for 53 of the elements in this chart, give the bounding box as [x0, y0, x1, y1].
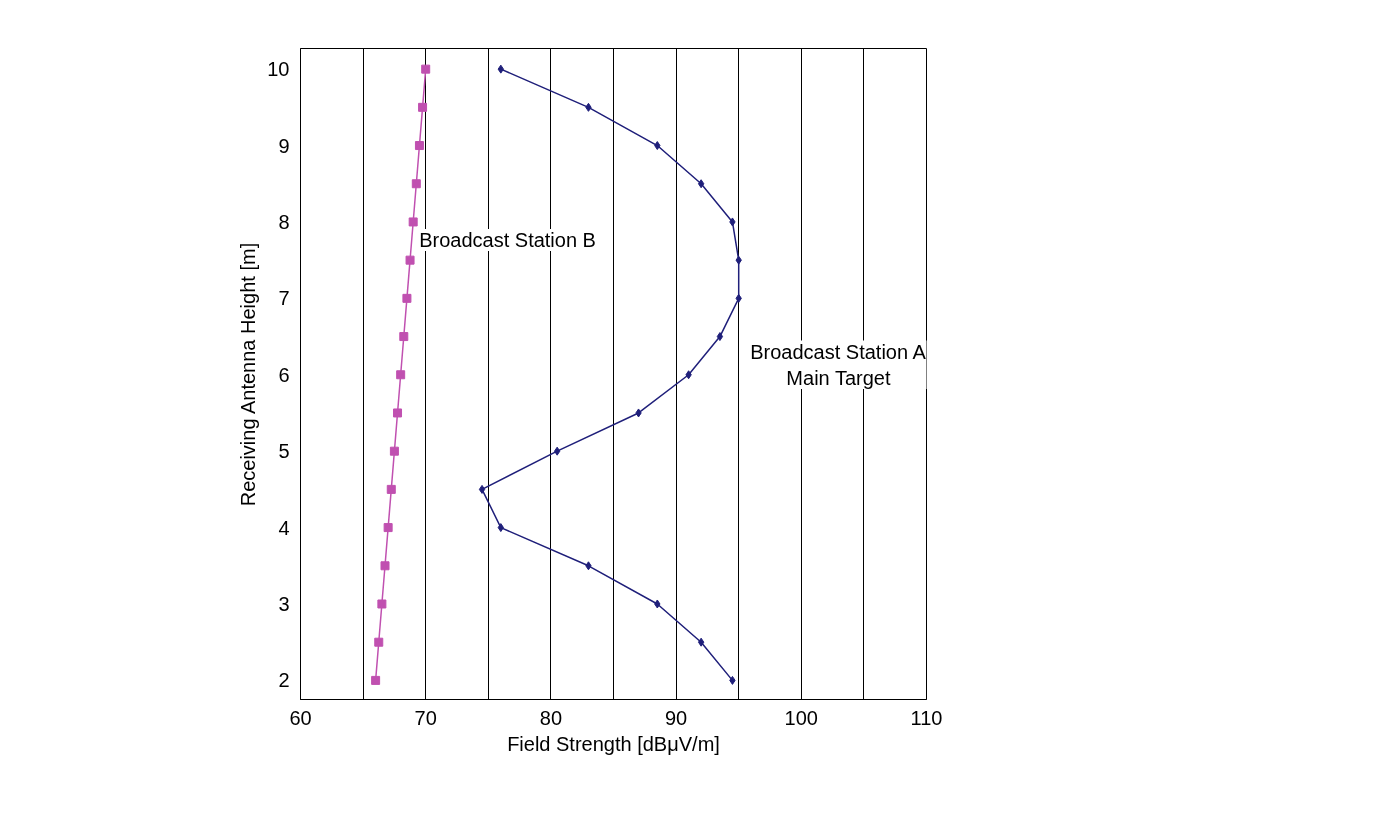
- point: [399, 332, 409, 342]
- point: [418, 102, 428, 112]
- point: [553, 446, 561, 456]
- point: [729, 217, 736, 227]
- point: [408, 217, 418, 227]
- point: [411, 179, 421, 189]
- point: [389, 446, 399, 456]
- y-tick-label: 7: [278, 287, 290, 310]
- y-tick-label: 10: [267, 58, 290, 81]
- point: [697, 179, 705, 189]
- point: [414, 141, 424, 151]
- x-tick-label: 110: [910, 706, 943, 729]
- point: [585, 561, 592, 571]
- point: [405, 255, 415, 265]
- point: [402, 293, 412, 303]
- x-tick-label: 90: [664, 706, 688, 729]
- point: [635, 408, 642, 418]
- y-axis-title: Receiving Antenna Height [m]: [237, 242, 260, 507]
- point: [478, 484, 486, 494]
- point: [685, 370, 692, 380]
- point: [386, 484, 396, 494]
- point: [729, 675, 736, 685]
- series-label: Broadcast Station A Main Target: [750, 340, 927, 389]
- point: [380, 561, 390, 571]
- point: [421, 64, 431, 74]
- x-tick-label: 80: [539, 706, 563, 729]
- point: [735, 293, 742, 303]
- point: [371, 675, 381, 685]
- point: [654, 599, 661, 609]
- point: [383, 523, 393, 533]
- x-tick-label: 60: [289, 706, 312, 729]
- point: [497, 64, 504, 74]
- y-tick-label: 8: [278, 210, 290, 233]
- y-tick-label: 9: [278, 134, 290, 157]
- series-label: Broadcast Station B: [419, 228, 596, 251]
- point: [374, 637, 384, 647]
- point: [585, 102, 592, 112]
- point: [393, 408, 403, 418]
- point: [735, 255, 742, 265]
- x-axis-title: Field Strength [dBμV/m]: [507, 732, 720, 755]
- point: [396, 370, 406, 380]
- y-tick-label: 6: [278, 363, 290, 386]
- x-tick-label: 70: [414, 706, 437, 729]
- point: [377, 599, 387, 609]
- point: [654, 141, 661, 151]
- x-tick-label: 100: [784, 706, 818, 729]
- y-tick-label: 5: [278, 440, 290, 463]
- y-tick-label: 4: [278, 516, 290, 539]
- y-tick-label: 3: [278, 592, 290, 615]
- point: [497, 523, 504, 533]
- point: [716, 332, 724, 342]
- y-tick-label: 2: [278, 669, 290, 692]
- point: [697, 637, 705, 647]
